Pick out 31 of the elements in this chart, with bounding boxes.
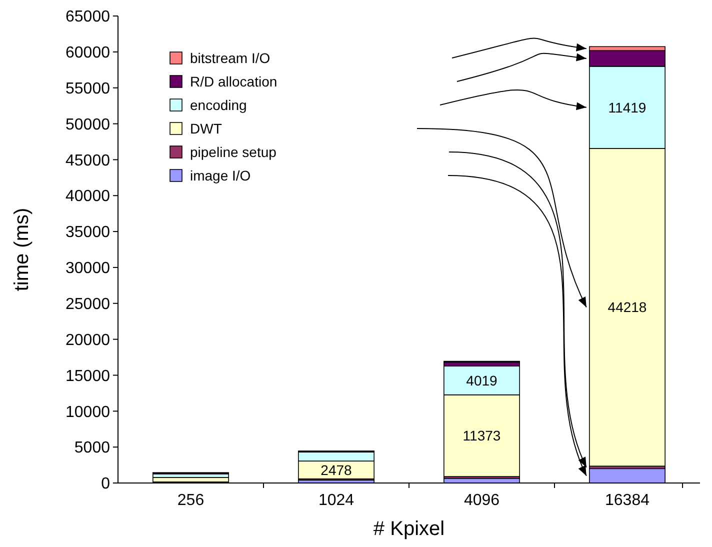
y-tick-label: 55000 — [66, 80, 110, 98]
y-tick-label: 15000 — [66, 368, 110, 385]
y-tick-label: 10000 — [66, 404, 110, 421]
legend-label: bitstream I/O — [190, 50, 270, 66]
legend-label: DWT — [190, 120, 222, 136]
data-label: 11373 — [462, 428, 501, 444]
legend-label: pipeline setup — [190, 144, 277, 160]
y-tick-label: 35000 — [66, 224, 110, 242]
y-tick-label: 40000 — [66, 188, 110, 206]
y-tick-label: 50000 — [66, 116, 110, 134]
y-tick-label: 20000 — [66, 332, 110, 349]
x-tick-label: 16384 — [605, 492, 650, 509]
x-tick-label: 4096 — [464, 492, 500, 509]
legend-label: R/D allocation — [190, 73, 278, 90]
y-tick-label: 30000 — [66, 260, 110, 278]
data-label: 11419 — [608, 99, 646, 116]
y-axis-title: time (ms) — [11, 208, 33, 292]
data-label: 44218 — [608, 299, 647, 316]
legend-label: image I/O — [190, 167, 251, 184]
data-label: 4019 — [466, 372, 498, 388]
y-tick-label: 65000 — [66, 8, 110, 26]
y-tick-label: 25000 — [66, 296, 110, 313]
y-tick-label: 60000 — [66, 44, 110, 62]
y-tick-label: 5000 — [74, 440, 110, 457]
x-tick-label: 256 — [177, 492, 204, 509]
data-label: 2478 — [320, 462, 352, 478]
x-tick-label: 1024 — [318, 492, 354, 509]
y-tick-label: 0 — [101, 476, 110, 493]
x-axis-title: # Kpixel — [373, 518, 445, 540]
legend-label: encoding — [190, 96, 247, 113]
y-tick-label: 45000 — [66, 152, 110, 170]
